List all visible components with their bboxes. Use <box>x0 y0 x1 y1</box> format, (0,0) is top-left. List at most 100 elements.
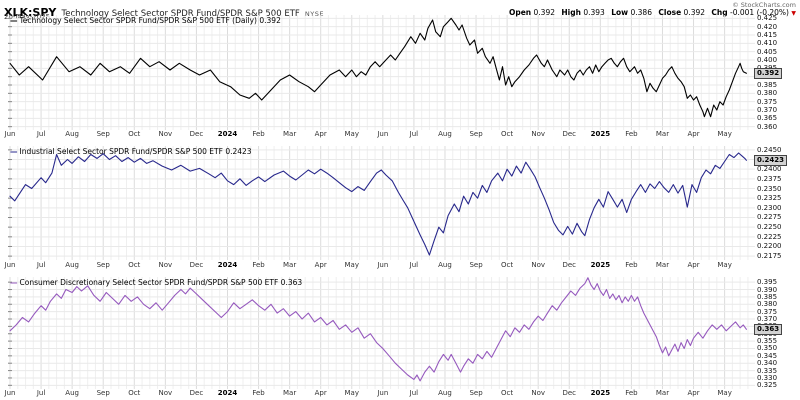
chart-date: 20-May-2025 <box>4 13 51 21</box>
x-axis-label: 2025 <box>590 261 611 269</box>
x-axis-label: Dec <box>562 389 577 397</box>
y-axis-label: 0.385 <box>757 292 778 301</box>
x-axis-label: May <box>717 261 732 269</box>
x-axis-label: Jun <box>4 261 16 269</box>
y-axis-label: 0.2300 <box>757 203 782 212</box>
y-axis-label: 0.425 <box>757 14 778 23</box>
x-axis-label: Dec <box>189 389 204 397</box>
chg-label: Chg <box>711 8 728 17</box>
y-axis-label: 0.2225 <box>757 232 782 241</box>
legend-text: Industrial Select Sector SPDR Fund/SPDR … <box>19 147 252 156</box>
y-axis-label: 0.2175 <box>757 252 782 261</box>
x-axis-label: Nov <box>531 389 546 397</box>
x-axis-label: Nov <box>158 389 173 397</box>
x-axis-label: Dec <box>189 261 204 269</box>
y-axis-label: 0.2350 <box>757 184 782 193</box>
panel-legend: — Industrial Select Sector SPDR Fund/SPDR… <box>10 147 252 156</box>
y-axis-label: 0.335 <box>757 366 778 375</box>
y-axis-label: 0.410 <box>757 39 778 48</box>
panel-1-plot <box>8 15 755 130</box>
y-axis-label: 0.405 <box>757 47 778 56</box>
y-axis-label: 0.365 <box>757 114 778 123</box>
x-axis-label: Jul <box>409 389 419 397</box>
price-line <box>9 152 747 256</box>
y-axis-label: 0.370 <box>757 315 778 323</box>
low-value: 0.386 <box>630 8 652 17</box>
x-axis-label: May <box>344 130 359 138</box>
y-axis-label: 0.2200 <box>757 242 782 251</box>
x-axis-label: Jul <box>409 130 419 138</box>
x-axis-label: Apr <box>687 261 700 269</box>
change-down-icon: ▼ <box>791 10 796 17</box>
legend-text: Consumer Discretionary Select Sector SPD… <box>19 278 303 287</box>
x-axis-label: Dec <box>562 130 577 138</box>
x-axis-label: 2024 <box>217 261 238 269</box>
x-axis-label: Sep <box>469 389 483 397</box>
low-label: Low <box>611 8 629 17</box>
legend-line-icon: — <box>10 16 18 25</box>
x-axis-label: Feb <box>252 389 265 397</box>
copyright-label: © StockCharts.com <box>732 1 796 9</box>
x-axis-label: Feb <box>252 261 265 269</box>
x-axis-label: Apr <box>687 130 700 138</box>
x-axis-label: Aug <box>65 130 79 138</box>
x-axis-label: May <box>344 389 359 397</box>
y-axis-label: 0.395 <box>757 278 778 287</box>
x-axis-label: Oct <box>501 389 514 397</box>
y-axis-label: 0.2275 <box>757 213 782 222</box>
last-value-box: 0.363 <box>754 324 783 336</box>
legend-text: Technology Select Sector SPDR Fund/SPDR … <box>19 16 281 25</box>
last-value-box: 0.2423 <box>754 155 788 167</box>
x-axis-label: Aug <box>438 389 452 397</box>
x-axis-label: Sep <box>469 130 483 138</box>
y-axis-label: 0.2375 <box>757 174 782 183</box>
y-axis-label: 0.330 <box>757 373 778 382</box>
open-label: Open <box>508 8 532 17</box>
last-value-box: 0.392 <box>754 68 783 80</box>
x-axis-label: Jun <box>4 389 16 397</box>
x-axis-label: Mar <box>655 261 670 269</box>
x-axis-label: May <box>344 261 359 269</box>
x-axis-label: Dec <box>562 261 577 269</box>
y-axis-label: 0.360 <box>757 122 778 131</box>
y-axis-label: 0.375 <box>757 97 778 106</box>
legend-line-icon: — <box>10 147 18 156</box>
y-axis-label: 0.2250 <box>757 223 782 232</box>
y-axis-label: 0.345 <box>757 351 778 360</box>
x-axis-label: Nov <box>531 261 546 269</box>
x-axis-label: Feb <box>252 130 265 138</box>
x-axis-label: Oct <box>501 261 514 269</box>
x-axis-label: Nov <box>158 130 173 138</box>
x-axis-label: Oct <box>128 130 141 138</box>
x-axis-label: Mar <box>283 130 297 138</box>
x-axis-label: Jun <box>377 130 389 138</box>
y-axis-label: 0.2325 <box>757 194 782 203</box>
x-axis-label: Aug <box>65 261 79 269</box>
chart-header: XLK:SPY Technology Select Sector SPDR Fu… <box>4 1 324 20</box>
x-axis-label: Jun <box>4 130 16 138</box>
y-axis-label: 0.350 <box>757 344 778 353</box>
x-axis-label: Oct <box>128 261 141 269</box>
x-axis-label: Sep <box>96 389 110 397</box>
x-axis-label: Jun <box>377 261 389 269</box>
y-axis-label: 0.380 <box>757 300 778 309</box>
symbol-label: XLK:SPY <box>4 6 57 19</box>
x-axis-label: 2025 <box>590 389 611 397</box>
x-axis-label: Nov <box>158 261 173 269</box>
x-axis-label: Apr <box>687 389 700 397</box>
y-axis-label: 0.380 <box>757 89 778 98</box>
x-axis-label: Apr <box>314 261 327 269</box>
panel-2-plot <box>8 146 755 260</box>
x-axis-label: Jul <box>36 130 46 138</box>
x-axis-label: Jul <box>36 261 46 269</box>
x-axis-label: Nov <box>531 130 546 138</box>
y-axis-label: 0.385 <box>757 81 778 89</box>
y-axis-label: 0.2450 <box>757 145 782 154</box>
x-axis-label: Sep <box>96 261 110 269</box>
x-axis-label: Aug <box>438 261 452 269</box>
x-axis-label: Sep <box>469 261 483 269</box>
y-axis-label: 0.415 <box>757 31 778 39</box>
legend-line-icon: — <box>10 278 18 287</box>
x-axis-label: Aug <box>65 389 79 397</box>
